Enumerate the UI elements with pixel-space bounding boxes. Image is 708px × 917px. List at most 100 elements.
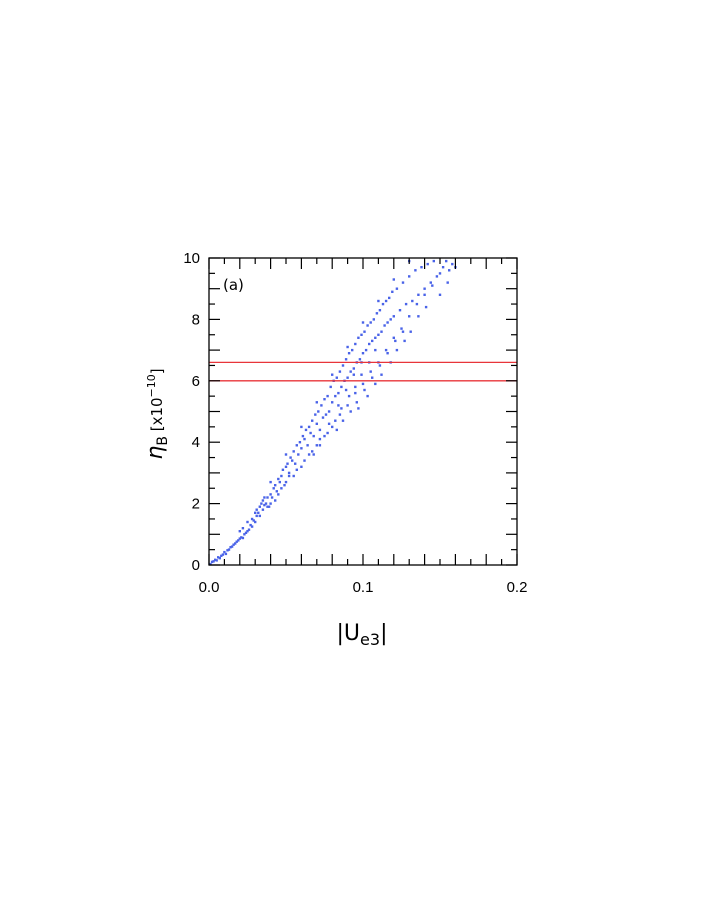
data-point bbox=[274, 499, 277, 502]
data-point bbox=[441, 266, 445, 269]
data-point bbox=[334, 419, 337, 422]
data-point bbox=[254, 511, 257, 514]
data-point bbox=[286, 462, 289, 465]
data-point bbox=[324, 413, 328, 416]
data-point bbox=[341, 419, 345, 422]
data-point bbox=[269, 493, 272, 496]
data-point bbox=[340, 385, 343, 389]
data-point bbox=[311, 450, 314, 453]
data-point bbox=[408, 315, 411, 318]
data-point bbox=[435, 275, 439, 278]
data-point bbox=[374, 348, 377, 352]
data-point bbox=[374, 382, 377, 386]
data-point bbox=[294, 462, 297, 465]
data-point bbox=[378, 364, 382, 367]
data-point bbox=[309, 431, 312, 435]
y-axis-title-bracket-close: ] bbox=[148, 368, 166, 374]
x-tick-label: 0.1 bbox=[353, 579, 374, 596]
data-point bbox=[400, 327, 403, 330]
x-axis-title-bar-right: | bbox=[380, 621, 387, 646]
data-point bbox=[220, 554, 223, 557]
data-point bbox=[298, 441, 302, 444]
data-point bbox=[304, 428, 308, 432]
data-point bbox=[366, 324, 369, 327]
data-point bbox=[378, 309, 382, 312]
data-point bbox=[291, 459, 294, 462]
x-axis-title-bar-left: | bbox=[337, 621, 344, 646]
x-tick-label: 0.0 bbox=[199, 579, 220, 596]
data-point bbox=[338, 413, 342, 416]
data-point bbox=[445, 259, 448, 263]
data-point bbox=[357, 336, 360, 339]
y-tick-label: 0 bbox=[192, 557, 200, 574]
data-point bbox=[209, 562, 212, 566]
data-point bbox=[300, 425, 303, 429]
data-point bbox=[361, 321, 365, 324]
data-point bbox=[210, 560, 214, 564]
data-point bbox=[266, 505, 269, 508]
data-point bbox=[317, 410, 320, 413]
data-point bbox=[223, 550, 226, 554]
data-point bbox=[312, 434, 315, 438]
y-axis-title-sub: B bbox=[155, 436, 171, 446]
data-point bbox=[326, 431, 329, 435]
data-point bbox=[312, 453, 315, 456]
data-point bbox=[281, 468, 285, 471]
data-point bbox=[264, 502, 268, 505]
data-point bbox=[401, 281, 405, 284]
data-point bbox=[261, 499, 265, 502]
data-point bbox=[230, 545, 234, 548]
data-point bbox=[334, 394, 337, 398]
data-point bbox=[414, 269, 417, 272]
data-point bbox=[300, 447, 303, 450]
data-point bbox=[395, 287, 399, 290]
data-point bbox=[315, 444, 318, 447]
y-tick-label: 8 bbox=[192, 311, 200, 328]
data-point bbox=[277, 493, 280, 496]
reference-lines bbox=[209, 361, 517, 382]
y-tick-label: 6 bbox=[192, 373, 200, 390]
data-point bbox=[366, 394, 369, 398]
data-point bbox=[320, 404, 323, 407]
data-point bbox=[311, 419, 314, 422]
tick-labels: 0.0 0.1 0.2 0 2 4 6 8 10 bbox=[183, 250, 527, 596]
data-point bbox=[269, 502, 272, 505]
data-point bbox=[352, 373, 355, 376]
y-tick-label: 4 bbox=[192, 434, 200, 451]
data-point bbox=[303, 437, 306, 441]
data-point bbox=[431, 284, 434, 287]
data-point bbox=[229, 546, 232, 549]
data-point bbox=[351, 348, 354, 352]
axis-ticks bbox=[208, 257, 518, 566]
data-point bbox=[314, 413, 317, 416]
data-point bbox=[295, 444, 298, 447]
plot-frame bbox=[208, 257, 518, 566]
data-point bbox=[347, 394, 351, 398]
x-axis-title-sub: e3 bbox=[360, 630, 380, 649]
data-point bbox=[451, 262, 454, 266]
data-point bbox=[275, 490, 278, 493]
data-point bbox=[277, 477, 280, 481]
data-point bbox=[432, 259, 435, 263]
data-point bbox=[300, 465, 303, 468]
y-tick-label: 2 bbox=[192, 496, 200, 513]
data-point bbox=[381, 302, 385, 306]
data-point bbox=[280, 474, 283, 478]
data-point bbox=[344, 358, 348, 361]
data-point bbox=[401, 330, 405, 333]
data-point bbox=[386, 352, 389, 355]
data-point bbox=[331, 425, 334, 429]
data-point bbox=[394, 339, 397, 343]
data-point bbox=[408, 275, 411, 278]
data-point bbox=[349, 410, 352, 413]
data-point bbox=[250, 525, 254, 528]
data-point bbox=[241, 527, 245, 530]
data-point bbox=[263, 496, 266, 499]
data-point bbox=[323, 398, 326, 401]
data-point bbox=[354, 391, 357, 395]
data-point bbox=[363, 330, 366, 333]
data-point bbox=[423, 287, 426, 290]
data-point bbox=[380, 373, 383, 376]
data-point bbox=[386, 321, 389, 324]
data-point bbox=[267, 505, 271, 508]
